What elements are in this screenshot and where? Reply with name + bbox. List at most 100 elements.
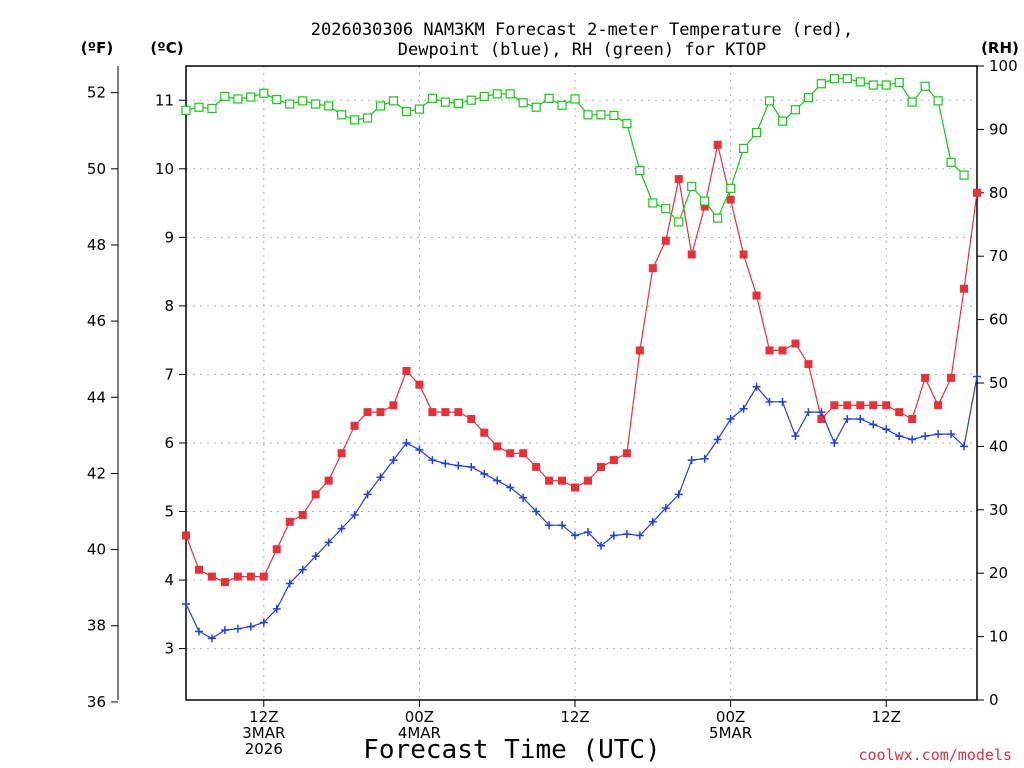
fahrenheit-tick-label: 40: [87, 541, 106, 559]
data-point: [738, 143, 749, 154]
data-point: [973, 372, 981, 381]
data-point: [298, 565, 307, 574]
data-point: [881, 80, 891, 90]
data-point: [246, 572, 255, 581]
data-point: [311, 99, 321, 109]
data-point: [790, 105, 801, 115]
data-point: [480, 469, 489, 478]
data-point: [389, 456, 398, 465]
data-point: [921, 373, 930, 382]
data-point: [466, 95, 476, 105]
data-point: [648, 198, 658, 208]
rh-tick-label: 40: [989, 437, 1008, 455]
x-tick-label: 00Z: [716, 708, 745, 726]
data-point: [493, 476, 502, 485]
data-point: [700, 454, 709, 463]
data-point: [622, 530, 631, 539]
data-point: [246, 92, 256, 102]
data-point: [713, 140, 722, 149]
rh-tick-label: 50: [989, 374, 1008, 392]
data-point: [648, 264, 657, 273]
fahrenheit-unit-label: (ºF): [81, 39, 113, 57]
data-point: [726, 414, 735, 423]
data-point: [311, 490, 320, 499]
data-point: [259, 618, 268, 627]
data-point: [894, 77, 904, 88]
rh-tick-label: 0: [989, 691, 999, 709]
data-point: [194, 565, 203, 574]
data-point: [583, 110, 593, 120]
fahrenheit-tick-label: 42: [87, 464, 106, 482]
data-point: [751, 127, 762, 138]
data-point: [868, 80, 878, 90]
celsius-tick-label: 11: [155, 91, 174, 109]
data-point: [803, 93, 814, 103]
series-dewpoint: [182, 372, 981, 643]
plot-frame: [185, 65, 978, 701]
data-point: [960, 284, 969, 293]
rh-tick-label: 70: [989, 247, 1008, 265]
data-point: [791, 339, 800, 348]
data-point: [233, 624, 242, 633]
data-point: [713, 435, 722, 444]
data-point: [298, 510, 307, 519]
data-point: [402, 438, 411, 447]
data-point: [182, 600, 190, 609]
data-point: [635, 346, 644, 355]
data-point: [376, 473, 385, 482]
data-point: [350, 421, 359, 430]
data-point: [635, 531, 644, 540]
data-point: [441, 459, 450, 468]
x-tick-label: 4MAR: [398, 724, 441, 742]
x-tick-label: 12Z: [560, 708, 589, 726]
data-point: [324, 101, 334, 111]
chart-title-line-1: 2026030306 NAM3KM Forecast 2-meter Tempe…: [311, 20, 853, 40]
data-point: [959, 170, 969, 180]
data-point: [830, 438, 839, 447]
data-point: [285, 99, 295, 109]
data-point: [700, 196, 710, 206]
data-point: [401, 107, 412, 117]
celsius-tick-label: 9: [164, 228, 174, 246]
data-point: [933, 96, 943, 106]
celsius-tick-label: 6: [164, 434, 174, 452]
data-point: [467, 462, 476, 471]
celsius-tick-label: 3: [164, 640, 174, 658]
rh-tick-label: 60: [989, 311, 1008, 329]
data-point: [558, 476, 567, 485]
data-point: [687, 250, 696, 259]
data-point: [596, 110, 606, 120]
data-point: [285, 517, 294, 526]
data-point: [558, 521, 567, 530]
data-point: [272, 604, 281, 613]
data-point: [532, 462, 541, 471]
data-point: [765, 346, 774, 355]
data-point: [829, 74, 839, 84]
data-point: [869, 420, 878, 429]
data-point: [207, 103, 217, 114]
data-point: [298, 96, 308, 106]
data-point: [622, 449, 631, 458]
data-point: [856, 401, 865, 410]
data-point: [362, 113, 373, 123]
source-credit: coolwx.com/models: [858, 746, 1012, 764]
fahrenheit-tick-label: 38: [87, 617, 106, 635]
data-point: [428, 408, 437, 417]
data-point: [934, 401, 943, 410]
data-point: [856, 414, 865, 423]
data-point: [350, 510, 359, 519]
data-point: [661, 236, 670, 245]
data-point: [272, 95, 282, 105]
data-point: [713, 213, 723, 223]
data-point: [544, 93, 554, 103]
data-point: [908, 414, 917, 423]
data-point: [635, 166, 645, 176]
data-point: [402, 367, 411, 376]
data-point: [674, 490, 683, 499]
rh-unit-label: (RH): [981, 39, 1019, 57]
data-point: [726, 183, 736, 193]
rh-tick-label: 30: [989, 501, 1008, 519]
data-point: [609, 531, 618, 540]
data-point: [843, 401, 852, 410]
